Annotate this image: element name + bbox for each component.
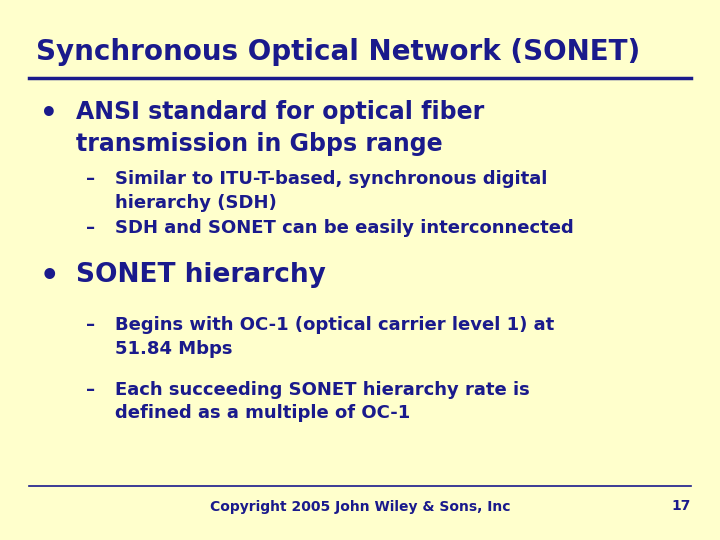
Text: –: – [86, 316, 96, 334]
Text: ANSI standard for optical fiber
transmission in Gbps range: ANSI standard for optical fiber transmis… [76, 100, 484, 157]
Text: –: – [86, 219, 96, 237]
Text: •: • [40, 100, 58, 128]
Text: SDH and SONET can be easily interconnected: SDH and SONET can be easily interconnect… [115, 219, 574, 237]
Text: •: • [40, 262, 59, 291]
Text: –: – [86, 381, 96, 399]
Text: Similar to ITU-T-based, synchronous digital
hierarchy (SDH): Similar to ITU-T-based, synchronous digi… [115, 170, 548, 212]
Text: Copyright 2005 John Wiley & Sons, Inc: Copyright 2005 John Wiley & Sons, Inc [210, 500, 510, 514]
Text: Synchronous Optical Network (SONET): Synchronous Optical Network (SONET) [36, 38, 640, 66]
Text: 17: 17 [672, 500, 691, 514]
Text: Begins with OC-1 (optical carrier level 1) at
51.84 Mbps: Begins with OC-1 (optical carrier level … [115, 316, 554, 357]
Text: Each succeeding SONET hierarchy rate is
defined as a multiple of OC-1: Each succeeding SONET hierarchy rate is … [115, 381, 530, 422]
Text: SONET hierarchy: SONET hierarchy [76, 262, 325, 288]
Text: –: – [86, 170, 96, 188]
